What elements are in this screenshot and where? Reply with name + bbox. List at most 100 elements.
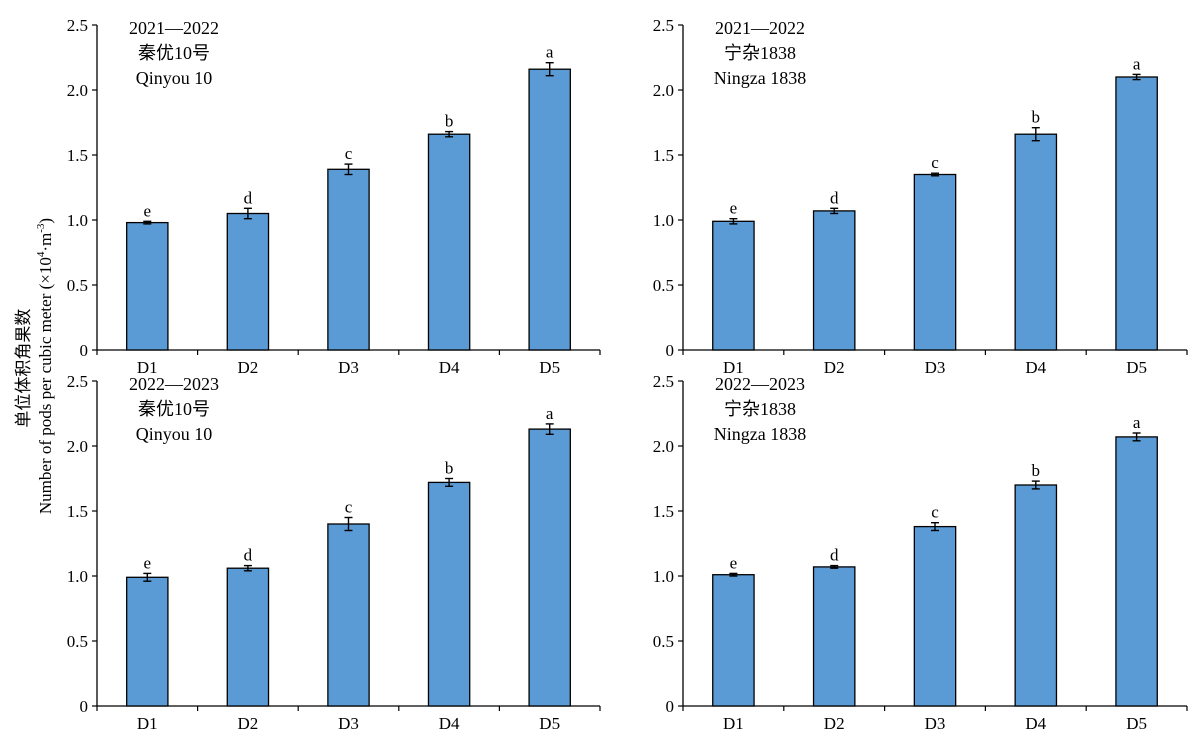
significance-label: d bbox=[830, 188, 839, 207]
error-bar-D4 bbox=[445, 130, 454, 138]
y-tick-label: 0.5 bbox=[653, 632, 674, 651]
panel-label-line: Qinyou 10 bbox=[136, 68, 213, 88]
x-tick-label: D1 bbox=[723, 714, 744, 733]
y-tick-label: 2.5 bbox=[653, 372, 674, 391]
y-tick-label: 1.0 bbox=[653, 211, 674, 230]
error-bar-D3 bbox=[344, 163, 353, 176]
y-tick-label: 2.5 bbox=[67, 372, 88, 391]
bar-D3 bbox=[913, 173, 957, 351]
x-tick-label: D3 bbox=[925, 358, 946, 377]
chart-panel-4: 0 0.5 1.0 1.5 2.0 2.5 e D1 d D2 c D3 b D4 a D5 2022—2023… bbox=[653, 372, 1188, 733]
bar-D4 bbox=[427, 481, 471, 707]
error-bar-D1 bbox=[729, 572, 738, 577]
significance-label: c bbox=[931, 153, 939, 172]
panel-label-line: Ningza 1838 bbox=[714, 68, 806, 88]
error-bar-D5 bbox=[545, 62, 554, 77]
x-tick-label: D4 bbox=[439, 358, 460, 377]
panel-label-line: 2021—2022 bbox=[129, 18, 219, 38]
y-tick-label: 0 bbox=[80, 697, 89, 716]
y-tick-label: 1.0 bbox=[67, 567, 88, 586]
y-tick-label: 2.0 bbox=[653, 437, 674, 456]
y-axis-label: 单位体积角果数 Number of pods per cubic meter (… bbox=[14, 218, 55, 514]
significance-label: e bbox=[730, 199, 738, 218]
y-axis-label-sup2: -3 bbox=[35, 223, 47, 233]
y-axis-label-end: ) bbox=[36, 218, 55, 224]
significance-label: c bbox=[931, 503, 939, 522]
chart-panel-2: 0 0.5 1.0 1.5 2.0 2.5 e D1 d D2 c D3 b D4 a D5 2021—2022… bbox=[653, 16, 1188, 377]
panel-label-line: Qinyou 10 bbox=[136, 424, 213, 444]
y-tick-label: 2.5 bbox=[653, 16, 674, 35]
significance-label: e bbox=[144, 201, 152, 220]
y-axis-label-en: Number of pods per cubic meter (×10 bbox=[36, 257, 55, 514]
x-tick-label: D5 bbox=[1126, 358, 1147, 377]
bar-D3 bbox=[327, 168, 370, 351]
bar-D5 bbox=[528, 428, 571, 707]
significance-label: e bbox=[730, 553, 738, 572]
x-tick-label: D3 bbox=[338, 714, 359, 733]
error-bar-D3 bbox=[931, 522, 939, 532]
significance-label: b bbox=[445, 459, 454, 478]
x-tick-label: D4 bbox=[439, 714, 460, 733]
error-bar-D3 bbox=[344, 516, 353, 532]
y-tick-label: 0.5 bbox=[67, 632, 88, 651]
y-tick-label: 1.0 bbox=[67, 211, 88, 230]
error-bar-D2 bbox=[830, 564, 839, 569]
error-bar-D1 bbox=[143, 572, 152, 582]
y-tick-label: 1.5 bbox=[67, 146, 88, 165]
panel-label-line: Ningza 1838 bbox=[714, 424, 806, 444]
bar-D5 bbox=[1115, 436, 1158, 707]
x-tick-label: D2 bbox=[238, 358, 259, 377]
significance-label: a bbox=[546, 404, 554, 423]
bar-D2 bbox=[812, 210, 856, 351]
error-bar-D4 bbox=[445, 477, 454, 487]
error-bar-D4 bbox=[1031, 126, 1040, 142]
bar-D1 bbox=[126, 576, 169, 707]
significance-label: a bbox=[546, 43, 554, 62]
bar-D3 bbox=[327, 523, 370, 707]
error-bar-D2 bbox=[243, 207, 252, 220]
bar-D4 bbox=[427, 133, 471, 351]
panel-label-line: 宁杂1838 bbox=[724, 399, 796, 419]
bar-D5 bbox=[1115, 76, 1158, 351]
x-tick-label: D2 bbox=[824, 358, 845, 377]
y-tick-label: 2.0 bbox=[67, 437, 88, 456]
significance-label: a bbox=[1133, 54, 1141, 73]
x-tick-label: D2 bbox=[824, 714, 845, 733]
error-bar-D5 bbox=[1132, 432, 1141, 442]
significance-label: b bbox=[1032, 108, 1041, 127]
panel-label-line: 秦优10号 bbox=[138, 399, 210, 419]
x-tick-label: D5 bbox=[1126, 714, 1147, 733]
y-tick-label: 0 bbox=[666, 341, 675, 360]
significance-label: d bbox=[830, 546, 839, 565]
panels: 0 0.5 1.0 1.5 2.0 2.5 e D1 d D2 c D3 b D4 a D5 2021—2022… bbox=[67, 16, 1188, 733]
bar-D5 bbox=[528, 68, 571, 351]
significance-label: b bbox=[445, 112, 454, 131]
x-tick-label: D4 bbox=[1025, 358, 1046, 377]
y-tick-label: 2.5 bbox=[67, 16, 88, 35]
bar-D1 bbox=[712, 574, 755, 707]
bar-D2 bbox=[226, 212, 270, 351]
error-bar-D2 bbox=[830, 207, 839, 215]
bar-D2 bbox=[812, 566, 856, 707]
y-tick-label: 1.5 bbox=[67, 502, 88, 521]
significance-label: c bbox=[345, 144, 353, 163]
y-tick-label: 2.0 bbox=[67, 81, 88, 100]
x-tick-label: D4 bbox=[1025, 714, 1046, 733]
y-tick-label: 1.5 bbox=[653, 146, 674, 165]
error-bar-D3 bbox=[931, 172, 939, 177]
significance-label: c bbox=[345, 498, 353, 517]
error-bar-D4 bbox=[1031, 480, 1040, 490]
error-bar-D1 bbox=[729, 217, 738, 225]
y-tick-label: 0.5 bbox=[653, 276, 674, 295]
error-bar-D2 bbox=[243, 564, 252, 572]
y-tick-label: 0 bbox=[80, 341, 89, 360]
error-bar-D1 bbox=[143, 220, 152, 225]
y-tick-label: 0.5 bbox=[67, 276, 88, 295]
chart-panel-3: 0 0.5 1.0 1.5 2.0 2.5 e D1 d D2 c D3 b D4 a D5 2022—2023… bbox=[67, 372, 601, 733]
bar-D1 bbox=[712, 220, 755, 351]
panel-label-line: 2022—2023 bbox=[715, 374, 805, 394]
bar-D4 bbox=[1014, 133, 1058, 351]
x-tick-label: D2 bbox=[238, 714, 259, 733]
panel-label-line: 宁杂1838 bbox=[724, 43, 796, 63]
